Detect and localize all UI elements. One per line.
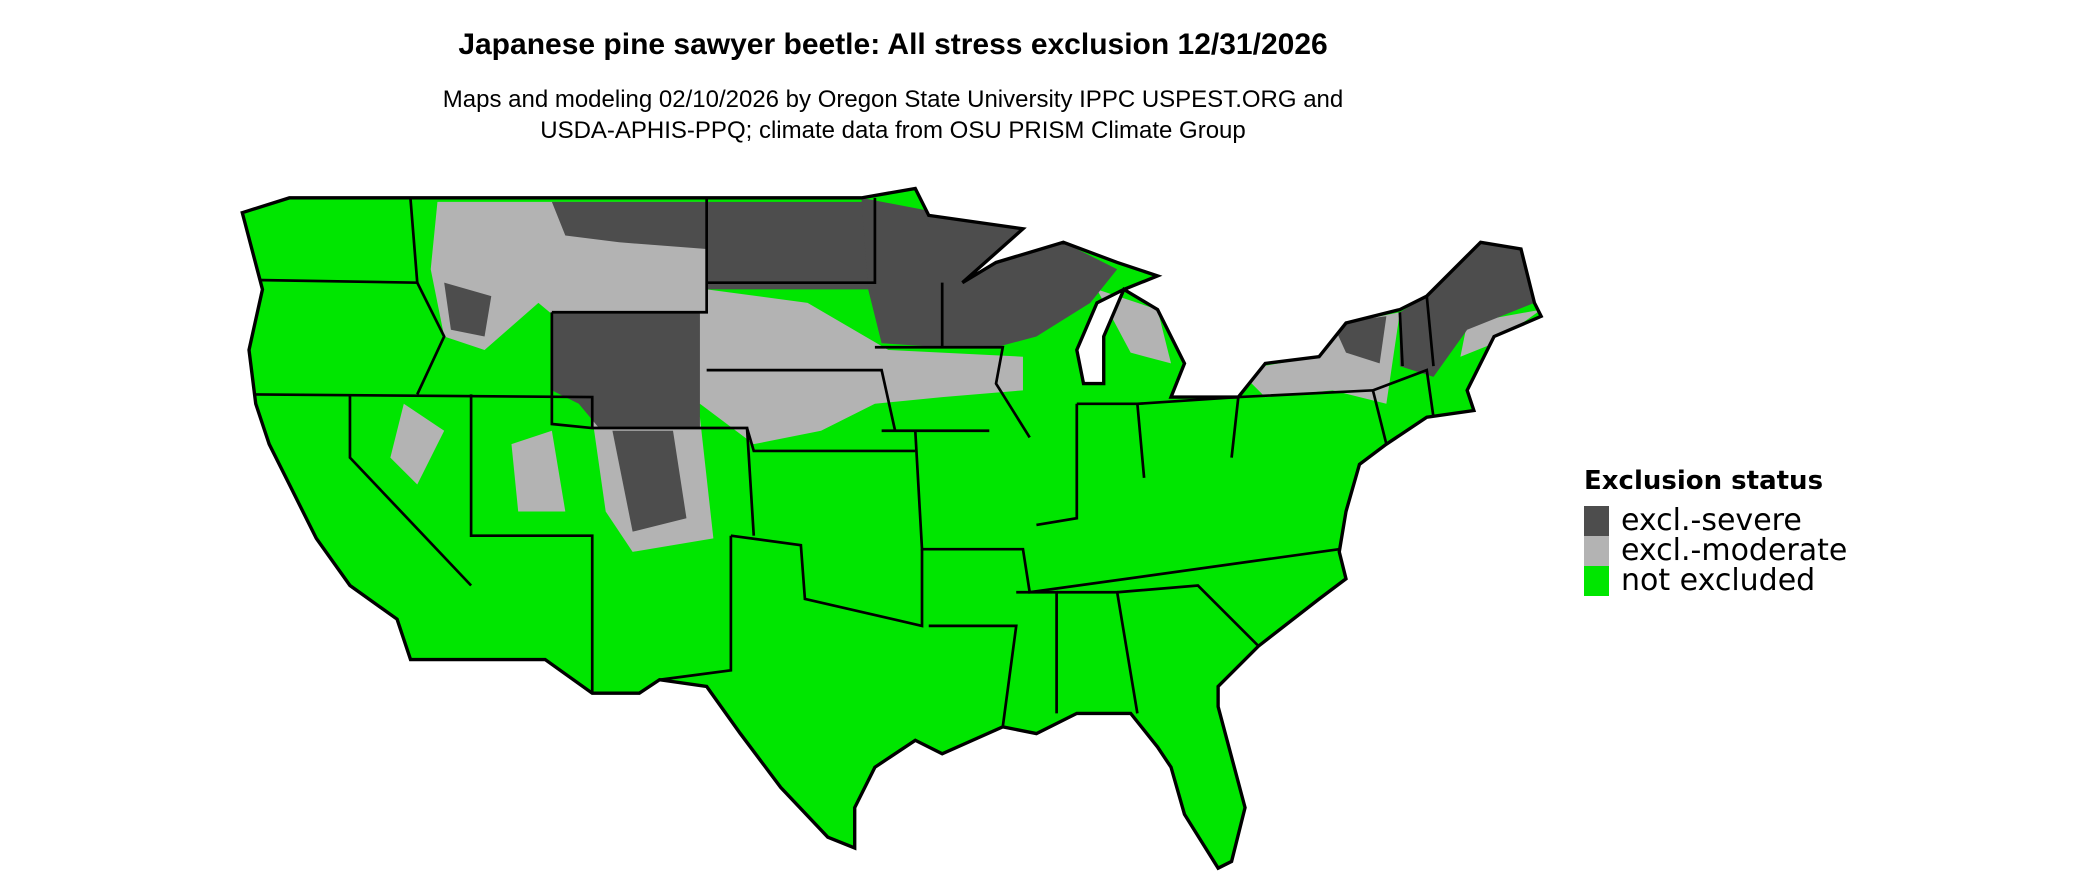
state-borders <box>248 197 1435 728</box>
legend-swatch-moderate <box>1584 536 1609 566</box>
legend-title: Exclusion status <box>1584 466 1824 496</box>
us-outline <box>240 186 1544 871</box>
subtitle-line-2: USDA-APHIS-PPQ; climate data from OSU PR… <box>540 117 1246 144</box>
legend-swatch-severe <box>1584 506 1609 536</box>
legend-item-moderate: excl.-moderate <box>1584 536 1847 566</box>
legend-label: excl.-moderate <box>1621 533 1848 568</box>
legend-item-severe: excl.-severe <box>1584 506 1847 536</box>
severe-exclusion-areas <box>444 197 1535 532</box>
legend-swatch-not-excluded <box>1584 566 1609 596</box>
subtitle-line-1: Maps and modeling 02/10/2026 by Oregon S… <box>442 86 1344 113</box>
legend-label: not excluded <box>1621 563 1816 598</box>
legend: Exclusion status excl.-severe excl.-mode… <box>1584 466 1847 596</box>
legend-item-not-excluded: not excluded <box>1584 566 1847 596</box>
map-title: Japanese pine sawyer beetle: All stress … <box>458 28 1328 61</box>
map-subtitle: Maps and modeling 02/10/2026 by Oregon S… <box>0 84 1786 146</box>
legend-label: excl.-severe <box>1621 503 1802 538</box>
